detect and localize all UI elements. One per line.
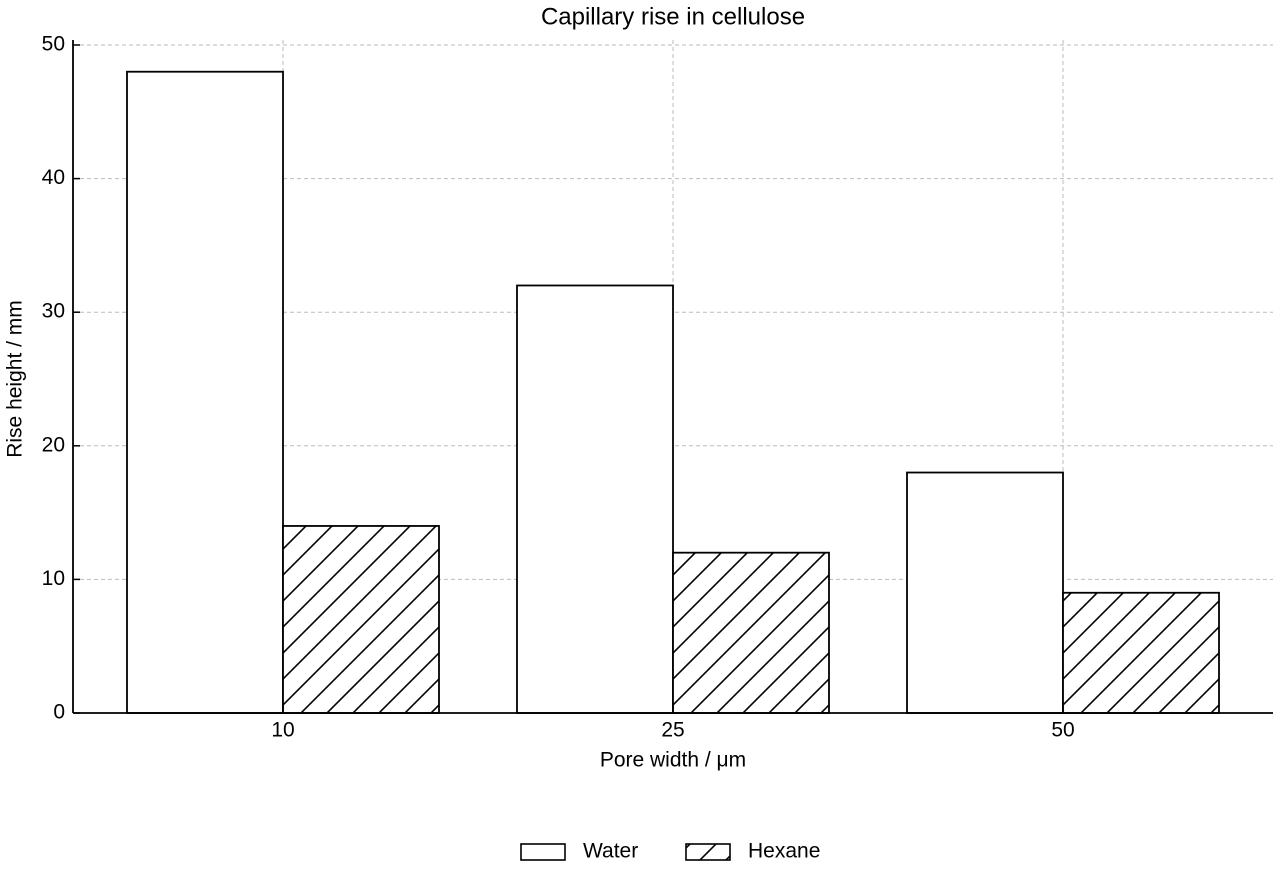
y-axis-label: Rise height / mm — [4, 300, 27, 458]
x-tick-label: 50 — [1051, 719, 1074, 742]
chart-title: Capillary rise in cellulose — [541, 3, 805, 30]
axes: 0 10 20 30 40 50 10 25 50 — [42, 33, 1273, 742]
bar — [906, 471, 1064, 714]
y-tick-label: 50 — [42, 33, 65, 56]
y-tick-label: 0 — [53, 701, 65, 724]
bar — [672, 551, 830, 714]
bar — [282, 525, 440, 714]
legend-label: Water — [583, 840, 638, 863]
legend-label: Hexane — [748, 840, 820, 863]
bar — [1062, 591, 1220, 714]
y-tick-label: 40 — [42, 166, 65, 189]
bar — [126, 70, 284, 714]
y-tick-label: 30 — [42, 300, 65, 323]
legend-swatch — [685, 843, 731, 861]
legend-swatch — [520, 843, 566, 861]
y-tick-label: 10 — [42, 567, 65, 590]
y-tick-label: 20 — [42, 433, 65, 456]
bar — [516, 284, 674, 714]
x-tick-label: 10 — [271, 719, 294, 742]
x-tick-label: 25 — [661, 719, 684, 742]
bars — [126, 70, 1220, 714]
legend: Water Hexane — [520, 840, 820, 863]
x-axis-label: Pore width / μm — [600, 749, 746, 772]
